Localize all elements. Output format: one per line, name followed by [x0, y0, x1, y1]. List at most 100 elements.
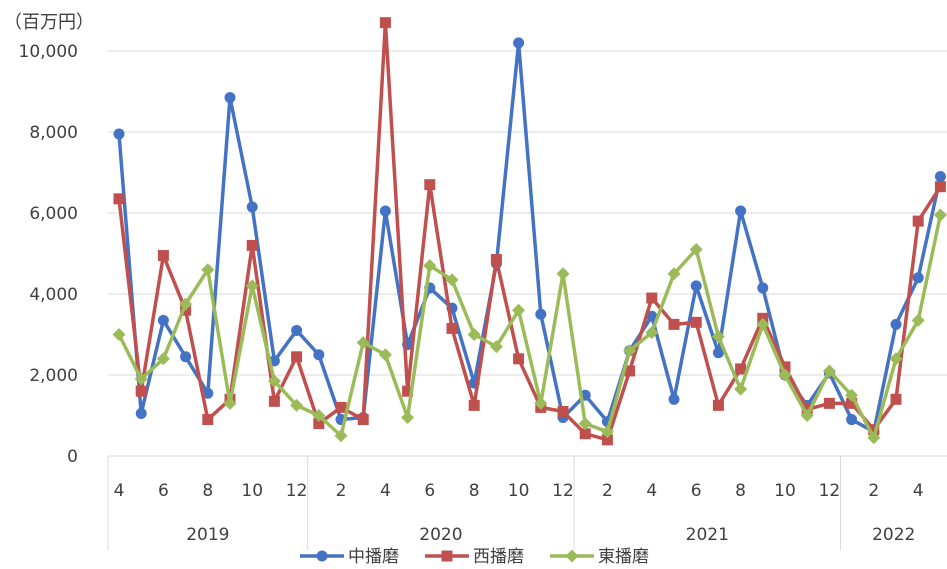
data-point — [179, 297, 193, 311]
data-point — [912, 215, 924, 227]
year-label: 2020 — [419, 525, 462, 545]
series-line — [117, 41, 943, 434]
data-point — [623, 344, 637, 358]
series-square — [113, 17, 946, 446]
data-point — [267, 374, 281, 388]
data-point — [334, 429, 348, 443]
y-tick-label: 10,000 — [19, 42, 78, 62]
x-tick-label: 6 — [424, 481, 435, 501]
data-point — [934, 171, 946, 183]
data-point — [224, 92, 236, 104]
data-point — [911, 313, 925, 327]
y-tick-label: 0 — [67, 447, 78, 467]
data-point — [890, 393, 902, 405]
data-point — [668, 318, 680, 330]
data-point — [246, 239, 258, 251]
data-point — [202, 414, 214, 426]
data-point — [712, 347, 724, 359]
y-tick-label: 8,000 — [29, 123, 78, 143]
data-point — [735, 363, 747, 375]
data-point — [335, 401, 347, 413]
x-tick-label: 12 — [286, 481, 308, 501]
year-label: 2022 — [872, 525, 915, 545]
data-point — [556, 267, 570, 281]
data-point — [312, 409, 326, 422]
data-point — [113, 128, 125, 140]
data-point — [157, 314, 169, 326]
data-point — [934, 181, 946, 193]
legend-label: 東播磨 — [598, 547, 649, 565]
x-tick-label: 10 — [241, 481, 263, 501]
x-tick-label: 6 — [691, 481, 702, 501]
x-tick-label: 4 — [913, 481, 924, 501]
data-point — [134, 372, 148, 386]
data-point — [490, 254, 502, 266]
data-point — [445, 273, 459, 287]
data-point — [513, 353, 525, 365]
x-tick-label: 10 — [508, 481, 530, 501]
data-point — [778, 368, 792, 382]
data-point — [135, 407, 147, 419]
data-point — [468, 399, 480, 411]
y-tick-label: 2,000 — [29, 366, 78, 386]
data-point — [712, 399, 724, 411]
data-point — [912, 272, 924, 284]
x-tick-label: 8 — [735, 481, 746, 501]
data-point — [202, 387, 214, 399]
x-tick-label: 12 — [819, 481, 841, 501]
data-point — [822, 364, 836, 378]
x-tick-label: 2 — [602, 481, 613, 501]
data-point — [689, 242, 703, 256]
data-point — [402, 385, 414, 397]
y-unit-label: （百万円） — [4, 12, 94, 33]
data-point — [245, 279, 259, 293]
data-point — [933, 208, 947, 222]
data-point — [690, 280, 702, 292]
data-point — [890, 318, 902, 330]
legend: 中播磨 西播磨 東播磨 — [300, 547, 649, 567]
data-point — [401, 411, 415, 425]
data-point — [668, 393, 680, 405]
data-point — [467, 328, 481, 341]
data-point — [180, 351, 192, 363]
x-tick-label: 2 — [336, 481, 347, 501]
x-tick-label: 2 — [868, 481, 879, 501]
data-point — [823, 397, 835, 409]
data-point — [690, 316, 702, 328]
data-point — [711, 330, 725, 344]
data-point — [800, 409, 814, 422]
data-point — [868, 424, 880, 436]
legend-marker — [565, 549, 579, 563]
data-point — [845, 388, 859, 402]
data-point — [889, 352, 903, 366]
data-point — [135, 385, 147, 397]
data-point — [357, 414, 369, 426]
data-point — [557, 405, 569, 417]
data-point — [379, 205, 391, 217]
x-tick-label: 10 — [774, 481, 796, 501]
data-point — [734, 382, 748, 396]
data-point — [157, 250, 169, 262]
data-point — [667, 267, 681, 281]
series-diamond — [112, 208, 947, 445]
legend-marker — [441, 550, 453, 562]
data-point — [489, 340, 503, 354]
data-point — [113, 193, 125, 205]
data-point — [291, 324, 303, 336]
data-point — [601, 434, 613, 446]
data-point — [867, 431, 881, 445]
data-point — [646, 310, 658, 322]
data-point — [423, 259, 437, 273]
y-tick-label: 6,000 — [29, 204, 78, 224]
x-axis: 4681012246810122468101224620192020202120… — [107, 455, 947, 550]
series-layer — [112, 17, 947, 446]
data-point — [513, 37, 525, 49]
legend-label: 中播磨 — [348, 547, 399, 565]
data-point — [534, 396, 548, 410]
year-label: 2019 — [186, 525, 229, 545]
series-line — [117, 20, 942, 442]
x-tick-label: 12 — [552, 481, 574, 501]
x-tick-label: 6 — [158, 481, 169, 501]
